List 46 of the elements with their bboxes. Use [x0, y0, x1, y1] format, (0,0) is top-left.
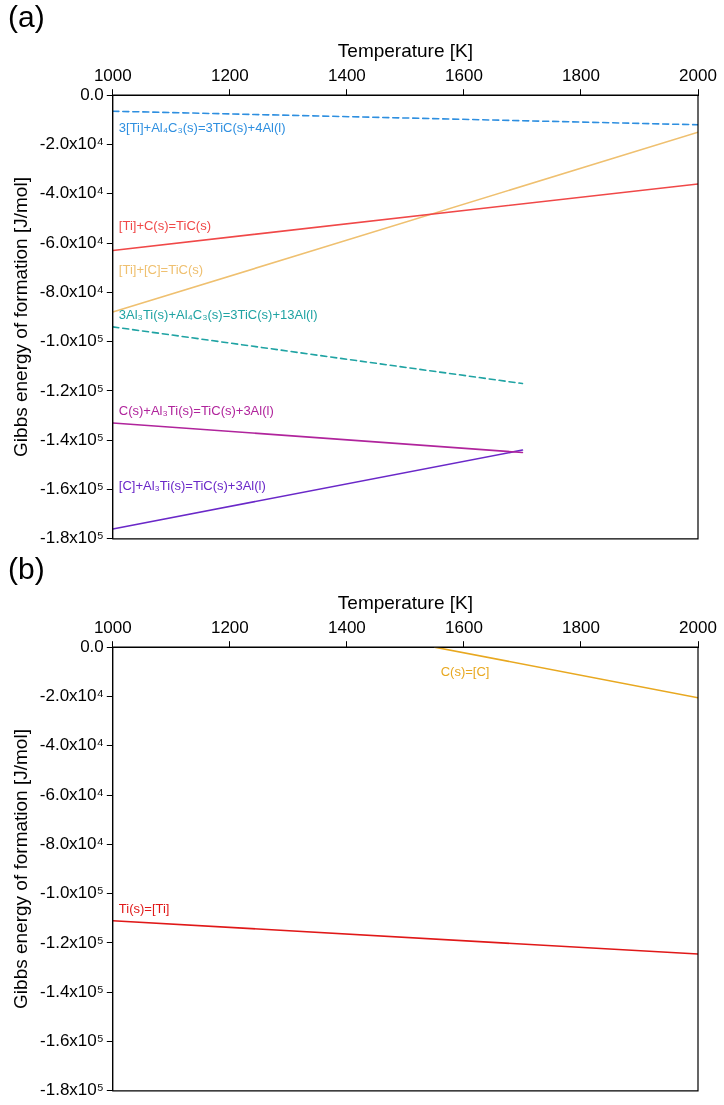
series-label: 3Al₃Ti(s)+Al₄C₃(s)=3TiC(s)+13Al(l): [118, 306, 318, 322]
x-tick-label: 1000: [93, 65, 132, 85]
x-tick-label: 1600: [445, 617, 483, 637]
x-tick-label: 1000: [93, 617, 132, 637]
y-tick-label: -1.0x10⁵: [40, 331, 104, 351]
text: (b): [8, 552, 45, 586]
x-tick-label: 2000: [679, 617, 717, 637]
series-label: Ti(s)=[Ti]: [118, 900, 170, 916]
x-tick-label: 1400: [327, 65, 366, 85]
series-label: [Ti]+C(s)=TiC(s): [118, 218, 212, 234]
series-label: [C]+Al₃Ti(s)=TiC(s)+3Al(l): [118, 478, 266, 494]
x-tick-label: 1400: [327, 617, 366, 637]
y-tick-label: -4.0x10⁴: [39, 183, 104, 203]
series-label: 3[Ti]+Al₄C₃(s)=3TiC(s)+4Al(l): [118, 120, 286, 136]
x-tick-label: 1600: [445, 65, 483, 85]
x-tick-label: 1800: [562, 617, 600, 637]
y-tick-label: -1.2x10⁵: [40, 380, 104, 400]
series-label: [Ti]+[C]=TiC(s): [118, 261, 204, 277]
y-tick-label: -1.2x10⁵: [40, 932, 104, 952]
x-axis-title: Temperature [K]: [337, 591, 473, 613]
x-tick-label: 1200: [210, 617, 249, 637]
y-tick-label: 0.0: [80, 636, 104, 656]
y-tick-label: -1.8x10⁵: [40, 528, 104, 548]
y-tick-label: -2.0x10⁴: [39, 134, 104, 154]
y-tick-label: -8.0x10⁴: [39, 834, 104, 854]
y-tick-label: -1.6x10⁵: [40, 479, 104, 499]
y-tick-label: -1.4x10⁵: [40, 981, 104, 1001]
x-tick-label: 1200: [210, 65, 249, 85]
y-tick-label: -1.0x10⁵: [40, 883, 104, 903]
series-label: C(s)=[C]: [440, 664, 490, 680]
y-tick-label: -1.6x10⁵: [40, 1031, 104, 1051]
y-tick-label: -6.0x10⁴: [39, 784, 104, 804]
x-tick-label: 2000: [679, 65, 717, 85]
y-tick-label: 0.0: [80, 84, 104, 104]
y-tick-label: -8.0x10⁴: [39, 282, 104, 302]
y-tick-label: -4.0x10⁴: [39, 735, 104, 755]
y-tick-label: -1.4x10⁵: [40, 429, 104, 449]
y-axis-title: Gibbs energy of formation [J/mol]: [9, 177, 31, 457]
text: (a): [8, 0, 45, 34]
series-label: C(s)+Al₃Ti(s)=TiC(s)+3Al(l): [118, 403, 274, 419]
y-tick-label: -6.0x10⁴: [39, 232, 104, 252]
x-tick-label: 1800: [562, 65, 600, 85]
y-tick-label: -1.8x10⁵: [40, 1080, 104, 1100]
y-axis-title: Gibbs energy of formation [J/mol]: [9, 729, 31, 1009]
y-tick-label: -2.0x10⁴: [39, 686, 104, 706]
x-axis-title: Temperature [K]: [337, 39, 473, 61]
